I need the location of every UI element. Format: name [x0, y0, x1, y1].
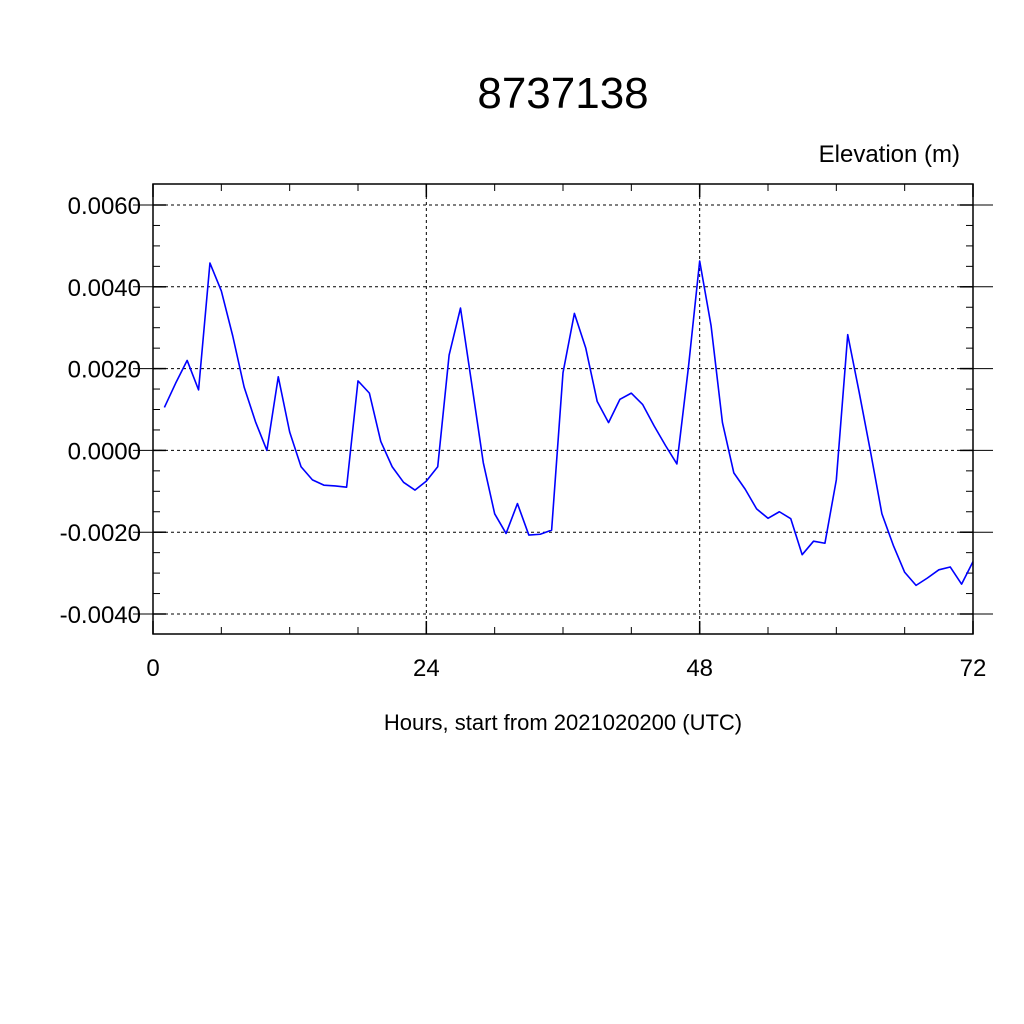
- y-tick-label: -0.0040: [60, 602, 141, 629]
- plot-frame: [152, 183, 974, 635]
- y-tick-label: -0.0020: [60, 520, 141, 547]
- y-tick-label: 0.0040: [68, 275, 141, 302]
- series-line-1: [163, 260, 974, 587]
- y-tick-label: 0.0000: [68, 438, 141, 465]
- series-group: [163, 260, 974, 587]
- grid-lines: [153, 184, 973, 634]
- x-tick-label: 24: [413, 655, 440, 682]
- x-tick-label: 48: [686, 655, 713, 682]
- x-tick-label: 0: [146, 655, 159, 682]
- y-tick-label: 0.0060: [68, 193, 141, 220]
- y-tick-label: 0.0020: [68, 357, 141, 384]
- axis-ticks: [133, 184, 993, 634]
- x-axis-label: Hours, start from 2021020200 (UTC): [384, 710, 742, 735]
- y-axis-label: Elevation (m): [819, 141, 960, 168]
- chart-title: 8737138: [477, 69, 648, 118]
- x-tick-label: 72: [960, 655, 987, 682]
